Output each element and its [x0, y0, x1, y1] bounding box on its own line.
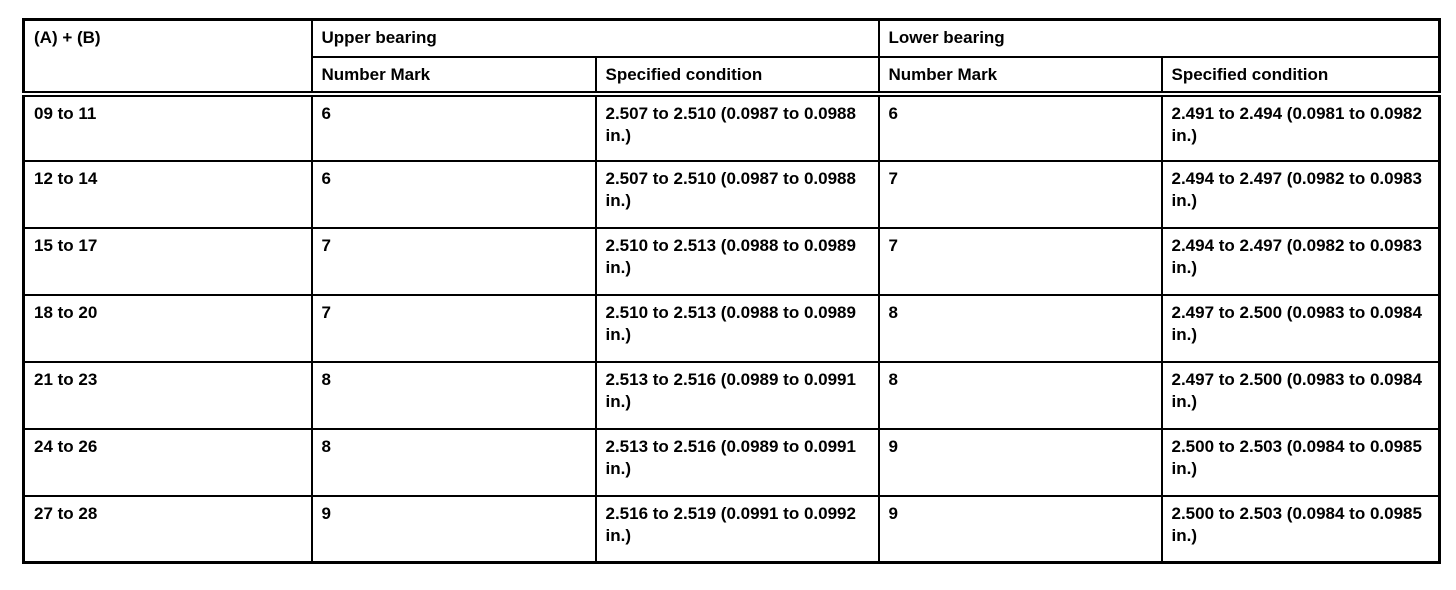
- table-row: 27 to 28 9 2.516 to 2.519 (0.0991 to 0.0…: [22, 494, 1441, 564]
- table-row: 21 to 23 8 2.513 to 2.516 (0.0989 to 0.0…: [22, 360, 1441, 430]
- sub-header-row: Number Mark Specified condition Number M…: [24, 55, 1441, 97]
- header-upper-specified-condition: Specified condition: [594, 55, 880, 97]
- header-lower-bearing: Lower bearing: [877, 18, 1441, 58]
- table-header: (A) + (B) Upper bearing Lower bearing Nu…: [22, 18, 1441, 97]
- row-range-cell: 15 to 17: [22, 226, 313, 296]
- lower-number-mark-cell: 6: [877, 92, 1163, 162]
- header-a-plus-b: (A) + (B): [22, 18, 313, 97]
- upper-condition-cell: 2.507 to 2.510 (0.0987 to 0.0988 in.): [594, 92, 880, 162]
- row-range-cell: 09 to 11: [22, 92, 313, 162]
- upper-number-mark-cell: 7: [310, 226, 597, 296]
- bearing-selection-table: (A) + (B) Upper bearing Lower bearing Nu…: [22, 18, 1441, 564]
- row-range-cell: 24 to 26: [22, 427, 313, 497]
- table-row: 18 to 20 7 2.510 to 2.513 (0.0988 to 0.0…: [22, 293, 1441, 363]
- upper-condition-cell: 2.516 to 2.519 (0.0991 to 0.0992 in.): [594, 494, 880, 564]
- lower-number-mark-cell: 7: [877, 226, 1163, 296]
- upper-number-mark-cell: 6: [310, 92, 597, 162]
- row-range-cell: 18 to 20: [22, 293, 313, 363]
- table-row: 12 to 14 6 2.507 to 2.510 (0.0987 to 0.0…: [22, 159, 1441, 229]
- lower-number-mark-cell: 7: [877, 159, 1163, 229]
- header-lower-specified-condition: Specified condition: [1160, 55, 1441, 97]
- upper-number-mark-cell: 8: [310, 427, 597, 497]
- header-lower-number-mark: Number Mark: [877, 55, 1163, 97]
- upper-condition-cell: 2.507 to 2.510 (0.0987 to 0.0988 in.): [594, 159, 880, 229]
- lower-condition-cell: 2.500 to 2.503 (0.0984 to 0.0985 in.): [1160, 494, 1441, 564]
- lower-condition-cell: 2.491 to 2.494 (0.0981 to 0.0982 in.): [1160, 92, 1441, 162]
- upper-number-mark-cell: 9: [310, 494, 597, 564]
- upper-condition-cell: 2.510 to 2.513 (0.0988 to 0.0989 in.): [594, 293, 880, 363]
- header-upper-bearing: Upper bearing: [310, 18, 880, 58]
- lower-condition-cell: 2.494 to 2.497 (0.0982 to 0.0983 in.): [1160, 226, 1441, 296]
- table-row: 09 to 11 6 2.507 to 2.510 (0.0987 to 0.0…: [22, 92, 1441, 162]
- group-header-row: (A) + (B) Upper bearing Lower bearing: [22, 18, 1441, 97]
- upper-number-mark-cell: 8: [310, 360, 597, 430]
- row-range-cell: 21 to 23: [22, 360, 313, 430]
- lower-number-mark-cell: 9: [877, 494, 1163, 564]
- lower-condition-cell: 2.497 to 2.500 (0.0983 to 0.0984 in.): [1160, 293, 1441, 363]
- lower-condition-cell: 2.500 to 2.503 (0.0984 to 0.0985 in.): [1160, 427, 1441, 497]
- upper-condition-cell: 2.510 to 2.513 (0.0988 to 0.0989 in.): [594, 226, 880, 296]
- lower-condition-cell: 2.497 to 2.500 (0.0983 to 0.0984 in.): [1160, 360, 1441, 430]
- upper-condition-cell: 2.513 to 2.516 (0.0989 to 0.0991 in.): [594, 427, 880, 497]
- lower-number-mark-cell: 8: [877, 293, 1163, 363]
- table-row: 15 to 17 7 2.510 to 2.513 (0.0988 to 0.0…: [22, 226, 1441, 296]
- upper-number-mark-cell: 7: [310, 293, 597, 363]
- table-row: 24 to 26 8 2.513 to 2.516 (0.0989 to 0.0…: [22, 427, 1441, 497]
- row-range-cell: 12 to 14: [22, 159, 313, 229]
- lower-number-mark-cell: 9: [877, 427, 1163, 497]
- table-body: 09 to 11 6 2.507 to 2.510 (0.0987 to 0.0…: [22, 92, 1441, 564]
- lower-condition-cell: 2.494 to 2.497 (0.0982 to 0.0983 in.): [1160, 159, 1441, 229]
- upper-condition-cell: 2.513 to 2.516 (0.0989 to 0.0991 in.): [594, 360, 880, 430]
- header-upper-number-mark: Number Mark: [310, 55, 597, 97]
- lower-number-mark-cell: 8: [877, 360, 1163, 430]
- row-range-cell: 27 to 28: [22, 494, 313, 564]
- upper-number-mark-cell: 6: [310, 159, 597, 229]
